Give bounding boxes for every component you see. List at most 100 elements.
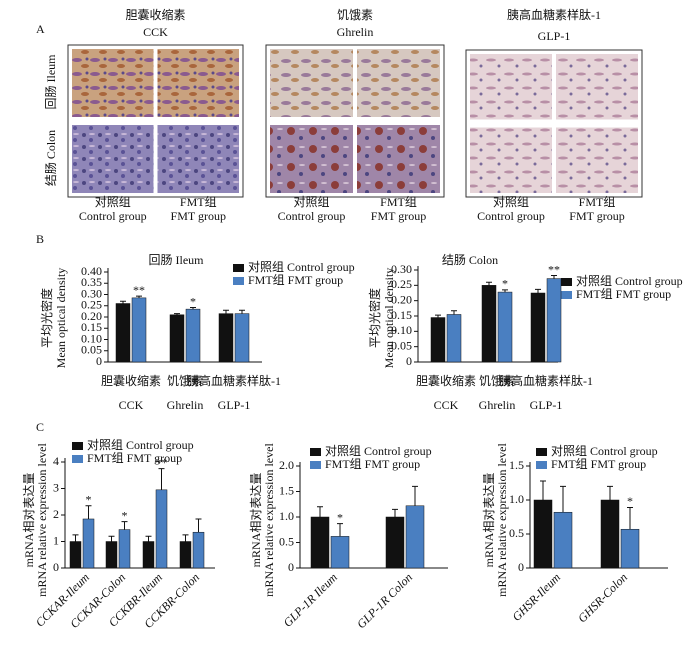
error-bar xyxy=(607,485,613,500)
micrograph xyxy=(470,54,552,120)
y-tick-label: 0.40 xyxy=(81,264,102,278)
legend-label: 对照组 Control group xyxy=(248,260,355,274)
bar xyxy=(155,489,168,569)
group-label: Control group xyxy=(79,209,147,223)
y-axis-label: mRNA relative expression level xyxy=(495,443,509,597)
x-tick-label-en: CCK xyxy=(434,398,459,412)
group-label: FMT group xyxy=(569,209,624,223)
y-tick-label: 0.25 xyxy=(81,298,102,312)
error-bar xyxy=(560,485,566,513)
bar xyxy=(179,541,192,569)
error-bar xyxy=(486,281,492,286)
micrograph xyxy=(157,125,239,193)
x-tick-label: 胆囊收缩素 xyxy=(101,373,161,388)
x-tick-label-en: Ghrelin xyxy=(167,398,204,412)
significance-mark: ** xyxy=(156,455,168,469)
error-bar xyxy=(540,480,546,500)
error-bar xyxy=(535,288,541,293)
bar xyxy=(131,297,147,363)
error-bar xyxy=(136,295,142,298)
y-tick-label: 0.5 xyxy=(279,534,294,548)
micrograph xyxy=(270,49,353,117)
panel-label: A xyxy=(36,22,45,36)
group-label: FMT group xyxy=(371,209,426,223)
bar xyxy=(405,505,425,569)
bar xyxy=(118,529,131,569)
micrograph xyxy=(72,49,154,117)
y-axis-label: Mean optical density xyxy=(54,268,68,369)
y-tick-label: 0.30 xyxy=(391,262,412,276)
y-axis-label: 平均光密度 xyxy=(367,288,382,348)
error-bar xyxy=(174,313,180,315)
bar xyxy=(218,313,234,363)
y-tick-label: 0 xyxy=(406,354,412,368)
x-tick-label: GLP-1R Colon xyxy=(354,570,415,631)
y-tick-label: 0.15 xyxy=(391,308,412,322)
error-bar xyxy=(158,468,165,490)
legend-swatch xyxy=(72,442,83,450)
bar xyxy=(192,531,205,569)
x-tick-label: 胰高血糖素样肽-1 xyxy=(187,373,281,388)
y-tick-label: 0 xyxy=(96,354,102,368)
legend-label: 对照组 Control group xyxy=(576,274,683,288)
legend-label: 对照组 Control group xyxy=(551,444,658,458)
hormone-name: 饥饿素 xyxy=(337,8,373,22)
y-tick-label: 3 xyxy=(53,480,59,494)
significance-mark: * xyxy=(502,277,508,291)
group-label: Control group xyxy=(278,209,346,223)
y-tick-label: 1.5 xyxy=(279,483,294,497)
group-label: 对照组 xyxy=(493,195,529,209)
error-bar xyxy=(239,309,245,314)
group-label: FMT组 xyxy=(579,195,616,209)
error-bar xyxy=(392,508,398,517)
y-tick-label: 0.05 xyxy=(391,338,412,352)
y-tick-label: 0.20 xyxy=(81,309,102,323)
x-tick-label: GHSR-Colon xyxy=(575,570,630,625)
y-tick-label: 0 xyxy=(288,560,294,574)
y-tick-label: 2.0 xyxy=(279,458,294,472)
hormone-name: 胆囊收缩素 xyxy=(125,7,185,22)
error-bar xyxy=(551,275,557,279)
bar xyxy=(481,285,497,363)
bar xyxy=(105,541,118,569)
y-axis-label: Mean optical density xyxy=(382,268,396,369)
x-tick-label: GLP-1R Ileum xyxy=(280,570,340,630)
y-tick-label: 1.5 xyxy=(509,458,524,472)
bar xyxy=(546,278,562,363)
legend-label: FMT组 FMT group xyxy=(87,451,182,465)
legend-swatch xyxy=(233,277,244,285)
error-bar xyxy=(451,310,457,315)
bar xyxy=(497,291,513,363)
micrograph xyxy=(470,127,552,193)
micrograph xyxy=(157,49,239,117)
panel-label: C xyxy=(36,420,44,434)
legend-label: FMT组 FMT group xyxy=(248,273,343,287)
error-bar xyxy=(435,314,441,318)
group-label: Control group xyxy=(477,209,545,223)
significance-mark: * xyxy=(86,492,92,506)
group-label: 对照组 xyxy=(95,195,131,209)
error-bar xyxy=(190,307,196,310)
y-tick-label: 0 xyxy=(53,560,59,574)
chart-title: 回肠 Ileum xyxy=(149,253,205,267)
group-label: 对照组 xyxy=(293,195,329,209)
legend-label: FMT组 FMT group xyxy=(551,457,646,471)
y-tick-label: 0.15 xyxy=(81,320,102,334)
legend-swatch xyxy=(536,461,547,469)
bar xyxy=(530,292,546,363)
micrograph xyxy=(357,49,440,117)
x-tick-label-en: GLP-1 xyxy=(218,398,251,412)
bar xyxy=(169,314,185,363)
y-axis-label: mRNA relative expression level xyxy=(35,443,49,597)
y-tick-label: 0 xyxy=(518,560,524,574)
y-tick-label: 1 xyxy=(53,533,59,547)
bar xyxy=(600,499,620,569)
error-bar xyxy=(195,518,202,533)
x-tick-label: 饥饿素 xyxy=(167,374,203,388)
error-bar xyxy=(223,309,229,314)
x-tick-label: 胆囊收缩素 xyxy=(416,373,476,388)
legend-swatch xyxy=(72,455,83,463)
y-tick-label: 2 xyxy=(53,507,59,521)
significance-mark: * xyxy=(337,510,343,524)
bar xyxy=(553,511,573,569)
